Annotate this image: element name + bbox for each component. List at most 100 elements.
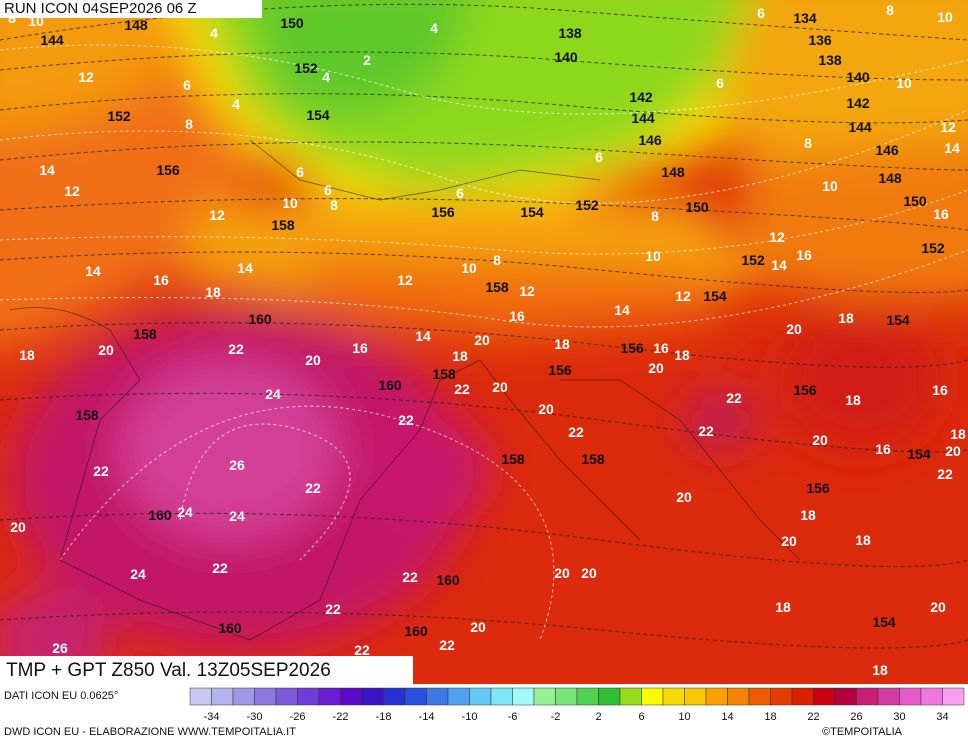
temperature-label: 6 <box>456 185 464 201</box>
run-label: RUN ICON 04SEP2026 06 Z <box>4 0 197 17</box>
colorbar-swatch <box>920 687 943 706</box>
temperature-label: 4 <box>232 96 240 112</box>
height-label: 140 <box>846 69 870 85</box>
colorbar-swatch <box>856 687 879 706</box>
colorbar-tick-label: -14 <box>419 711 435 723</box>
temperature-label: 18 <box>845 392 861 408</box>
height-label: 154 <box>520 204 544 220</box>
height-label: 160 <box>148 507 172 523</box>
temperature-label: 20 <box>945 443 961 459</box>
temperature-label: 22 <box>228 341 244 357</box>
height-label: 150 <box>903 193 927 209</box>
height-label: 152 <box>741 252 765 268</box>
temperature-label: 22 <box>398 412 414 428</box>
temperature-label: 24 <box>177 504 193 520</box>
height-label: 150 <box>685 199 709 215</box>
colorbar-tick-label: -30 <box>247 711 263 723</box>
temperature-label: 26 <box>52 640 68 656</box>
temperature-label: 20 <box>554 565 570 581</box>
height-label: 152 <box>294 60 318 76</box>
temperature-label: 26 <box>229 457 245 473</box>
height-label: 144 <box>40 32 64 48</box>
height-label: 142 <box>846 95 870 111</box>
copyright-label: ©TEMPOITALIA <box>822 726 903 738</box>
height-label: 138 <box>818 52 842 68</box>
temperature-label: 20 <box>492 379 508 395</box>
temperature-label: 10 <box>282 195 298 211</box>
height-label: 156 <box>548 362 572 378</box>
colorbar-swatch <box>877 687 900 706</box>
temperature-label: 14 <box>771 257 787 273</box>
temperature-label: 10 <box>896 75 912 91</box>
temperature-label: 18 <box>872 662 888 678</box>
temperature-label: 20 <box>812 432 828 448</box>
height-label: 148 <box>661 164 685 180</box>
temperature-label: 16 <box>653 340 669 356</box>
colorbar-swatch <box>340 687 363 706</box>
temperature-label: 24 <box>265 386 281 402</box>
title-box <box>0 656 413 684</box>
temperature-label: 14 <box>944 140 960 156</box>
temperature-label: 24 <box>130 566 146 582</box>
temperature-label: 12 <box>940 119 956 135</box>
height-label: 156 <box>806 480 830 496</box>
colorbar-swatch <box>705 687 728 706</box>
colorbar-swatch <box>426 687 449 706</box>
colorbar-tick-label: -34 <box>204 711 220 723</box>
colorbar-swatch <box>297 687 320 706</box>
temperature-label: 22 <box>568 424 584 440</box>
colorbar-swatch <box>770 687 793 706</box>
height-label: 134 <box>793 10 817 26</box>
temperature-label: 10 <box>461 260 477 276</box>
colorbar-swatch <box>834 687 857 706</box>
temperature-label: 20 <box>305 352 321 368</box>
height-label: 160 <box>436 572 460 588</box>
temperature-label: 8 <box>330 197 338 213</box>
header-box <box>0 0 262 18</box>
temperature-label: 18 <box>800 507 816 523</box>
temperature-label: 10 <box>822 178 838 194</box>
height-label: 158 <box>485 279 509 295</box>
colorbar-swatch <box>598 687 621 706</box>
colorbar-swatch <box>469 687 492 706</box>
temperature-label: 20 <box>10 519 26 535</box>
temperature-label: 12 <box>209 207 225 223</box>
colorbar: -34 -30 -26 -22 -18 -14 -10 -6 -2 2 6 10 14 18 22 26 30 3… <box>189 687 965 723</box>
height-label: 146 <box>875 142 899 158</box>
colorbar-tick-label: -26 <box>290 711 306 723</box>
temperature-label: 18 <box>674 347 690 363</box>
temperature-label: 18 <box>452 348 468 364</box>
temperature-label: 20 <box>98 342 114 358</box>
temperature-label: 22 <box>402 569 418 585</box>
height-label: 160 <box>248 311 272 327</box>
temperature-label: 22 <box>325 601 341 617</box>
height-label: 150 <box>280 15 304 31</box>
height-label: 152 <box>107 108 131 124</box>
temperature-label: 22 <box>726 390 742 406</box>
height-label: 136 <box>808 32 832 48</box>
colorbar-tick-label: 34 <box>936 711 948 723</box>
temperature-label: 18 <box>855 532 871 548</box>
temperature-contours <box>0 44 968 641</box>
colorbar-tick-label: 10 <box>678 711 690 723</box>
colorbar-tick-label: 14 <box>721 711 733 723</box>
temperature-label: 2 <box>363 52 371 68</box>
colorbar-tick-label: -6 <box>508 711 518 723</box>
colorbar-swatch <box>662 687 685 706</box>
temperature-label: 22 <box>439 637 455 653</box>
height-label: 154 <box>703 288 727 304</box>
temperature-label: 14 <box>415 328 431 344</box>
colorbar-tick-label: -2 <box>551 711 561 723</box>
temperature-label: 4 <box>430 20 438 36</box>
temperature-label: 6 <box>716 75 724 91</box>
colorbar-swatch <box>899 687 922 706</box>
colorbar-swatch <box>748 687 771 706</box>
temperature-label: 18 <box>19 347 35 363</box>
colorbar-tick-label: -18 <box>376 711 392 723</box>
temperature-label: 22 <box>212 560 228 576</box>
height-label: 154 <box>907 446 931 462</box>
temperature-label: 22 <box>698 423 714 439</box>
temperature-label: 8 <box>493 252 501 268</box>
colorbar-swatch <box>189 687 212 706</box>
